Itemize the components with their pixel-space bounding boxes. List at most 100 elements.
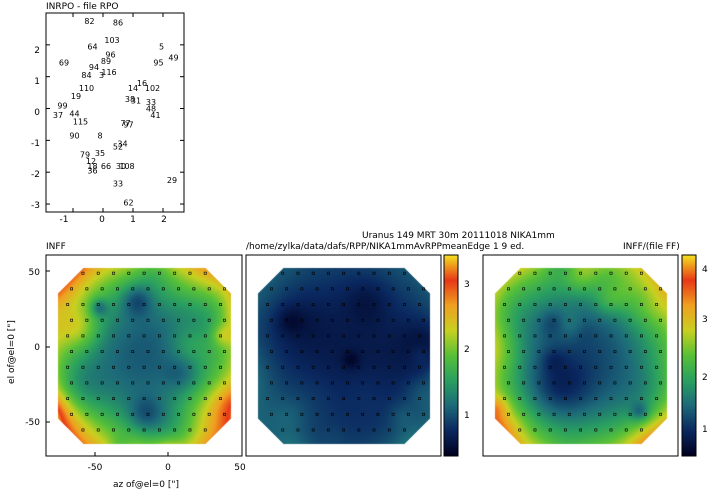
detector-markers bbox=[66, 271, 662, 432]
detector-marker bbox=[161, 287, 165, 291]
detector-marker bbox=[66, 365, 70, 369]
detector-marker bbox=[640, 334, 643, 338]
detector-marker bbox=[598, 287, 602, 291]
detector-marker bbox=[640, 397, 643, 401]
detector-marker bbox=[270, 381, 273, 385]
detector-marker bbox=[161, 318, 165, 322]
detector-marker bbox=[609, 397, 613, 401]
detector-marker bbox=[112, 334, 115, 338]
detector-marker bbox=[548, 428, 552, 432]
detector-marker bbox=[567, 318, 571, 322]
scatter-point-label: 96 bbox=[105, 50, 115, 59]
detector-marker bbox=[613, 381, 617, 385]
detector-marker bbox=[66, 334, 70, 338]
scatter-point-label: 35 bbox=[95, 149, 105, 158]
detector-marker bbox=[192, 350, 196, 353]
detector-marker bbox=[311, 334, 315, 338]
scatter-point-label: 44 bbox=[69, 109, 79, 118]
scatter-x-tick: -1 bbox=[60, 215, 69, 225]
detector-marker bbox=[552, 412, 556, 416]
scatter-point-label: 89 bbox=[101, 57, 111, 66]
scatter-point-label: 95 bbox=[153, 58, 163, 67]
detector-marker bbox=[296, 428, 300, 432]
detector-marker bbox=[281, 397, 285, 401]
detector-marker bbox=[537, 350, 541, 353]
scatter-point-label: 33 bbox=[113, 179, 123, 188]
detector-marker bbox=[624, 428, 628, 432]
detector-marker bbox=[609, 303, 613, 306]
detector-marker bbox=[173, 334, 177, 338]
detector-marker bbox=[376, 287, 380, 291]
scatter-point-label: 12 bbox=[86, 157, 96, 166]
map-x-tick: 50 bbox=[234, 463, 246, 473]
detector-marker bbox=[376, 381, 380, 385]
scatter-y-tick: -2 bbox=[31, 170, 40, 180]
detector-marker bbox=[70, 350, 73, 353]
detector-marker bbox=[346, 381, 349, 385]
detector-marker bbox=[326, 334, 330, 338]
scatter-point-label: 16 bbox=[137, 79, 147, 88]
detector-marker bbox=[146, 350, 150, 353]
detector-marker bbox=[640, 303, 643, 306]
detector-marker bbox=[131, 381, 135, 385]
detector-marker bbox=[628, 318, 632, 322]
detector-marker bbox=[552, 350, 556, 353]
detector-marker bbox=[422, 318, 425, 322]
detector-marker bbox=[533, 365, 537, 369]
scatter-point-label: 36 bbox=[87, 167, 97, 176]
detector-marker bbox=[223, 318, 226, 322]
detector-marker bbox=[188, 428, 192, 432]
detector-marker bbox=[503, 365, 506, 369]
detector-marker bbox=[203, 334, 207, 338]
detector-marker bbox=[387, 428, 391, 432]
detector-marker bbox=[391, 350, 395, 353]
detector-marker bbox=[223, 381, 226, 385]
detector-marker bbox=[372, 271, 376, 275]
detector-marker bbox=[188, 334, 192, 338]
scatter-point-label: 5 bbox=[159, 42, 164, 51]
scatter-point-label: 90 bbox=[69, 132, 79, 141]
detector-marker bbox=[281, 334, 285, 338]
detector-marker bbox=[177, 381, 180, 385]
detector-marker bbox=[643, 318, 647, 322]
detector-marker bbox=[609, 271, 613, 275]
scatter-point-label: 79 bbox=[80, 151, 90, 160]
detector-marker bbox=[100, 412, 104, 416]
detector-marker bbox=[311, 271, 315, 275]
detector-marker bbox=[361, 350, 365, 353]
detector-marker bbox=[628, 287, 632, 291]
detector-marker bbox=[116, 287, 119, 291]
colorbar-right-tick: 4 bbox=[702, 265, 708, 275]
detector-marker bbox=[643, 381, 647, 385]
colorbar-middle-tick: 1 bbox=[464, 411, 470, 421]
scatter-point-label: 110 bbox=[79, 84, 94, 93]
detector-marker bbox=[403, 365, 406, 369]
detector-marker bbox=[548, 397, 552, 401]
detector-marker bbox=[533, 397, 537, 401]
detector-marker bbox=[207, 412, 211, 416]
detector-marker bbox=[300, 381, 304, 385]
detector-marker bbox=[173, 428, 177, 432]
detector-marker bbox=[127, 365, 131, 369]
detector-marker bbox=[270, 412, 273, 416]
scatter-point-label: 115 bbox=[73, 117, 88, 126]
detector-marker bbox=[609, 365, 613, 369]
detector-marker bbox=[330, 381, 334, 385]
detector-marker bbox=[281, 303, 285, 306]
detector-marker bbox=[594, 271, 598, 275]
detector-marker bbox=[372, 428, 376, 432]
heatmap-inff bbox=[46, 255, 242, 456]
detector-marker bbox=[300, 287, 304, 291]
detector-marker bbox=[346, 287, 349, 291]
detector-marker bbox=[112, 428, 115, 432]
detector-marker bbox=[548, 365, 552, 369]
detector-marker bbox=[127, 271, 131, 275]
detector-marker bbox=[70, 412, 73, 416]
detector-marker bbox=[422, 287, 425, 291]
colorbar-right-tick: 2 bbox=[702, 373, 708, 383]
heatmap-ratio bbox=[483, 255, 678, 456]
detector-marker bbox=[624, 334, 628, 338]
detector-marker bbox=[285, 287, 289, 291]
detector-marker bbox=[613, 318, 617, 322]
detector-marker bbox=[161, 412, 165, 416]
